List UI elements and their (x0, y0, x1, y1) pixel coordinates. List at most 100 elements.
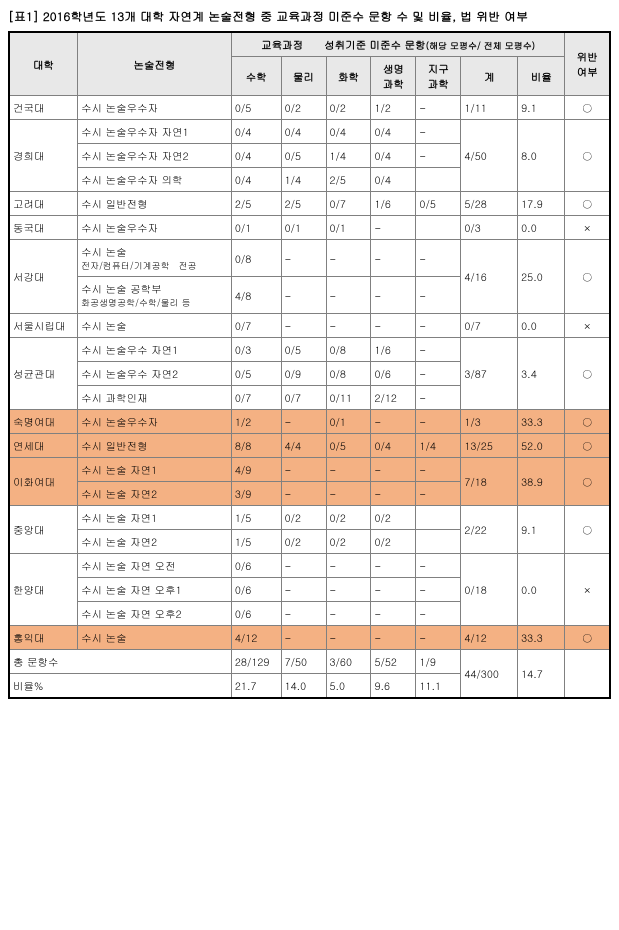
cell-type: 수시 일반전형 (78, 192, 232, 216)
header-ratio: 비율 (518, 57, 565, 96)
header-earth: 지구 과학 (416, 57, 461, 96)
cell-type: 수시 논술우수자 자연2 (78, 144, 232, 168)
cell-ratio: 9.1 (518, 506, 565, 554)
cell-viol: ○ (565, 96, 610, 120)
cell-math: 0/7 (231, 314, 281, 338)
cell-viol: ○ (565, 458, 610, 506)
cell-earth: - (416, 362, 461, 386)
cell-ratios-phys: 14.0 (281, 674, 326, 699)
cell-chem: - (326, 240, 371, 277)
cell-totals-earth: 1/9 (416, 650, 461, 674)
header-group-note: (해당 모평수/ 전체 모평수) (426, 39, 536, 52)
cell-grand-ratio: 14.7 (518, 650, 565, 699)
cell-math: 0/4 (231, 168, 281, 192)
cell-chem: - (326, 578, 371, 602)
cell-type: 수시 논술 자연 오전 (78, 554, 232, 578)
cell-math: 0/5 (231, 362, 281, 386)
cell-phys: 2/5 (281, 192, 326, 216)
cell-total: 3/87 (461, 338, 518, 410)
cell-type: 수시 논술 자연1 (78, 458, 232, 482)
cell-type: 수시 논술 자연2 (78, 482, 232, 506)
header-phys: 물리 (281, 57, 326, 96)
cell-phys: - (281, 578, 326, 602)
cell-total: 0/3 (461, 216, 518, 240)
cell-phys: 4/4 (281, 434, 326, 458)
cell-phys: - (281, 410, 326, 434)
cell-bio: 0/6 (371, 362, 416, 386)
cell-viol: ○ (565, 120, 610, 192)
cell-viol: ○ (565, 410, 610, 434)
cell-math: 0/6 (231, 602, 281, 626)
cell-bio: - (371, 240, 416, 277)
cell-math: 0/3 (231, 338, 281, 362)
cell-type: 수시 논술 (78, 314, 232, 338)
cell-earth (416, 506, 461, 530)
cell-ratio: 33.3 (518, 410, 565, 434)
cell-type: 수시 논술우수 자연1 (78, 338, 232, 362)
cell-type: 수시 논술 자연2 (78, 530, 232, 554)
cell-type: 수시 논술우수자 (78, 96, 232, 120)
cell-chem: 0/5 (326, 434, 371, 458)
cell-bio: 0/2 (371, 530, 416, 554)
cell-math: 4/8 (231, 277, 281, 314)
cell-total: 0/18 (461, 554, 518, 626)
cell-total: 1/3 (461, 410, 518, 434)
cell-earth: - (416, 626, 461, 650)
cell-chem: 0/8 (326, 362, 371, 386)
cell-bio: - (371, 458, 416, 482)
cell-ratios-math: 21.7 (231, 674, 281, 699)
cell-earth: - (416, 482, 461, 506)
cell-bio: 0/4 (371, 144, 416, 168)
cell-viol: × (565, 314, 610, 338)
cell-earth: - (416, 386, 461, 410)
cell-type: 수시 과학인재 (78, 386, 232, 410)
cell-type: 수시 논술 자연 오후1 (78, 578, 232, 602)
cell-math: 3/9 (231, 482, 281, 506)
cell-ratio: 3.4 (518, 338, 565, 410)
cell-earth: - (416, 314, 461, 338)
cell-ratio: 0.0 (518, 216, 565, 240)
cell-viol: ○ (565, 192, 610, 216)
cell-bio: 0/4 (371, 168, 416, 192)
header-total: 계 (461, 57, 518, 96)
cell-phys: 0/1 (281, 216, 326, 240)
cell-univ: 서울시립대 (9, 314, 78, 338)
cell-phys: 0/2 (281, 506, 326, 530)
cell-total: 5/28 (461, 192, 518, 216)
header-group: 교육과정 성취기준 미준수 문항(해당 모평수/ 전체 모평수) (231, 32, 565, 57)
cell-math: 1/5 (231, 530, 281, 554)
cell-ratio: 33.3 (518, 626, 565, 650)
cell-type: 수시 논술우수자 의학 (78, 168, 232, 192)
cell-type: 수시 논술우수자 자연1 (78, 120, 232, 144)
cell-viol: ○ (565, 240, 610, 314)
cell-ratios-earth: 11.1 (416, 674, 461, 699)
cell-earth: - (416, 458, 461, 482)
cell-earth: - (416, 144, 461, 168)
table-row: 성균관대수시 논술우수 자연10/30/50/81/6-3/873.4○ (9, 338, 610, 362)
cell-type: 수시 논술 공학부화공생명공학/수학/물리 등 (78, 277, 232, 314)
cell-ratio: 0.0 (518, 554, 565, 626)
cell-total: 0/7 (461, 314, 518, 338)
cell-earth: - (416, 578, 461, 602)
cell-earth (416, 216, 461, 240)
cell-phys: 0/7 (281, 386, 326, 410)
cell-bio: 2/12 (371, 386, 416, 410)
cell-univ: 숙명여대 (9, 410, 78, 434)
cell-viol: × (565, 554, 610, 626)
cell-ratio: 8.0 (518, 120, 565, 192)
cell-total: 4/16 (461, 240, 518, 314)
cell-ratio: 0.0 (518, 314, 565, 338)
cell-total: 4/50 (461, 120, 518, 192)
table-row: 연세대수시 일반전형8/84/40/50/41/413/2552.0○ (9, 434, 610, 458)
header-type: 논술전형 (78, 32, 232, 96)
cell-earth: - (416, 554, 461, 578)
cell-phys: - (281, 314, 326, 338)
cell-chem: 0/7 (326, 192, 371, 216)
cell-univ: 경희대 (9, 120, 78, 192)
cell-bio: 1/6 (371, 192, 416, 216)
header-viol: 위반 여부 (565, 32, 610, 96)
cell-type: 수시 논술우수자 (78, 410, 232, 434)
cell-chem: 0/2 (326, 506, 371, 530)
cell-phys: 0/4 (281, 120, 326, 144)
cell-bio: - (371, 578, 416, 602)
